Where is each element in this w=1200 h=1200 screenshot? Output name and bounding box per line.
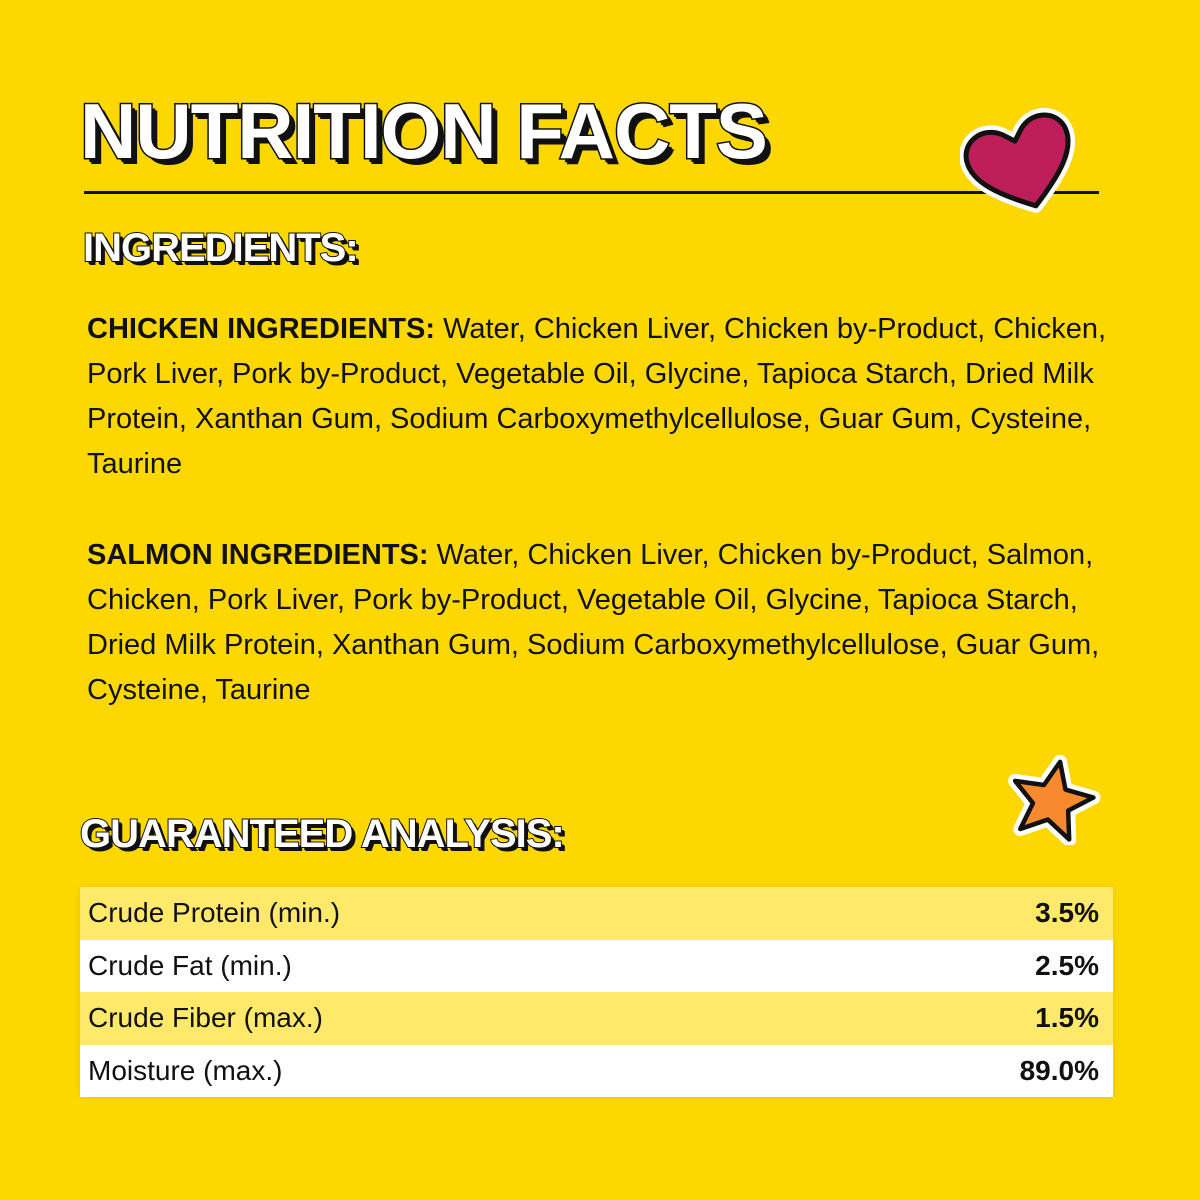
ingredients-heading: INGREDIENTS:: [82, 225, 360, 271]
table-row: Moisture (max.) 89.0%: [80, 1044, 1113, 1097]
chicken-ingredients-text: Water, Chicken Liver, Chicken by-Product…: [87, 313, 1107, 480]
nutrient-name: Crude Protein (min.): [88, 897, 341, 929]
nutrient-value: 3.5%: [1035, 897, 1099, 929]
nutrient-value: 89.0%: [1019, 1054, 1099, 1086]
star-icon: [1008, 755, 1101, 845]
nutrient-name: Crude Fiber (max.): [88, 1002, 323, 1034]
analysis-heading: GUARANTEED ANALYSIS:: [79, 811, 566, 857]
salmon-ingredients: SALMON INGREDIENTS: Water, Chicken Liver…: [87, 533, 1107, 713]
table-row: Crude Fiber (max.) 1.5%: [80, 992, 1113, 1045]
nutrient-name: Crude Fat (min.): [88, 949, 292, 981]
table-row: Crude Protein (min.) 3.5%: [80, 887, 1113, 940]
page-title: NUTRITION FACTS: [79, 86, 770, 177]
guaranteed-analysis-table: Crude Protein (min.) 3.5% Crude Fat (min…: [80, 887, 1113, 1097]
table-row: Crude Fat (min.) 2.5%: [80, 939, 1113, 992]
nutrient-value: 2.5%: [1035, 949, 1099, 981]
salmon-ingredients-label: SALMON INGREDIENTS:: [87, 539, 429, 571]
nutrient-name: Moisture (max.): [88, 1054, 283, 1086]
heart-icon: [960, 108, 1076, 213]
nutrient-value: 1.5%: [1035, 1002, 1099, 1034]
chicken-ingredients-label: CHICKEN INGREDIENTS:: [87, 313, 436, 345]
salmon-ingredients-text: Water, Chicken Liver, Chicken by-Product…: [87, 539, 1100, 706]
title-divider: [84, 191, 1099, 194]
chicken-ingredients: CHICKEN INGREDIENTS: Water, Chicken Live…: [87, 307, 1107, 487]
